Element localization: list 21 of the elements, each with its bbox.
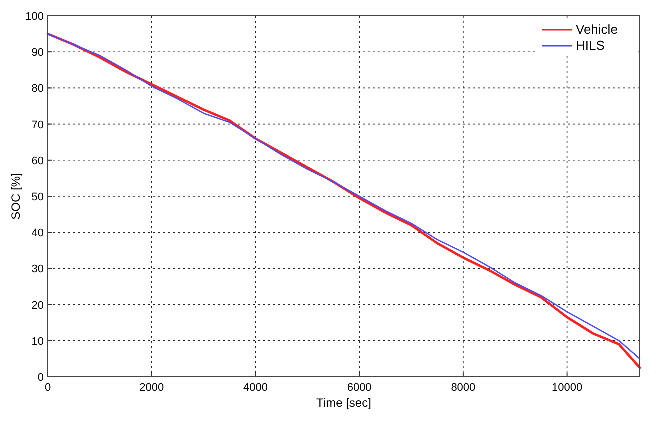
x-tick-label: 0	[44, 382, 52, 394]
y-tick-label: 10	[32, 336, 44, 348]
x-axis-title: Time [sec]	[316, 396, 372, 410]
x-tick-label: 6000	[347, 382, 372, 394]
y-tick-label: 30	[32, 264, 44, 276]
y-tick-label: 40	[32, 228, 44, 240]
y-tick-label: 100	[26, 11, 44, 23]
y-tick-label: 80	[32, 83, 44, 96]
x-tick-label: 4000	[243, 382, 268, 394]
x-tick-label: 10000	[552, 382, 583, 394]
x-tick-label: 2000	[140, 382, 164, 394]
y-tick-label: 0	[38, 372, 44, 384]
y-tick-label: 60	[32, 155, 44, 168]
y-axis-title: SOC [%]	[9, 173, 23, 220]
x-tick-label: 8000	[451, 382, 476, 394]
y-tick-label: 50	[32, 192, 44, 204]
y-tick-label: 20	[32, 300, 44, 312]
legend-label: HILS	[576, 38, 606, 53]
y-tick-label: 90	[32, 47, 44, 60]
legend-label: Vehicle	[576, 22, 618, 37]
y-tick-label: 70	[32, 119, 44, 132]
